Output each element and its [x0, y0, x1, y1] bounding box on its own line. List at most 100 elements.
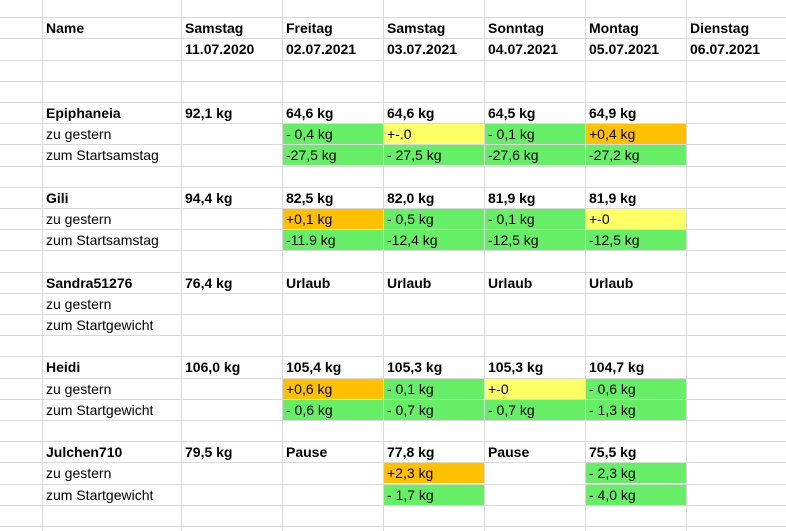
weight-cell[interactable]: 105,3 kg [387, 359, 443, 375]
row-label-cell[interactable]: zum Startsamstag [46, 147, 159, 163]
header-date-cell[interactable]: 11.07.2020 [185, 41, 255, 57]
header-date-cell[interactable]: 02.07.2021 [286, 41, 357, 57]
row-label-cell[interactable]: zu gestern [46, 211, 112, 227]
weight-cell[interactable]: 76,4 kg [185, 275, 233, 291]
grid-row-line [0, 356, 786, 357]
header-day-cell[interactable]: Dienstag [690, 20, 750, 36]
weight-cell[interactable]: 106,0 kg [185, 359, 241, 375]
person-name-cell[interactable]: Sandra51276 [46, 275, 133, 291]
grid-row-line [0, 166, 786, 167]
person-name-cell[interactable]: Heidi [46, 359, 81, 375]
grid-column-line [383, 0, 384, 531]
diff-cell[interactable]: -12,5 kg [485, 230, 585, 250]
weight-cell[interactable]: Pause [286, 444, 328, 460]
diff-cell[interactable]: -11.9 kg [283, 230, 383, 250]
diff-cell[interactable]: +0,1 kg [283, 209, 383, 229]
header-day-cell[interactable]: Samstag [387, 20, 446, 36]
grid-column-line [181, 0, 182, 531]
weight-cell[interactable]: 64,6 kg [286, 105, 334, 121]
diff-cell[interactable]: -12,4 kg [384, 230, 484, 250]
diff-cell[interactable]: +0,4 kg [586, 124, 686, 144]
weight-cell[interactable]: 64,5 kg [488, 105, 536, 121]
diff-cell[interactable]: -27,5 kg [283, 145, 383, 165]
grid-row-line [0, 293, 786, 294]
grid-row-line [0, 81, 786, 82]
weight-cell[interactable]: 81,9 kg [488, 190, 536, 206]
grid-column-line [42, 0, 43, 531]
diff-cell[interactable]: - 1,7 kg [384, 485, 484, 505]
weight-cell[interactable]: 81,9 kg [589, 190, 637, 206]
person-name-cell[interactable]: Julchen710 [46, 444, 123, 460]
grid-column-line [585, 0, 586, 531]
weight-cell[interactable]: 92,1 kg [185, 105, 233, 121]
row-label-cell[interactable]: zum Startsamstag [46, 232, 159, 248]
grid-row-line [0, 17, 786, 18]
row-label-cell[interactable]: zu gestern [46, 381, 112, 397]
grid-row-line [0, 462, 786, 463]
weight-cell[interactable]: 105,3 kg [488, 359, 544, 375]
header-day-cell[interactable]: Montag [589, 20, 639, 36]
diff-cell[interactable]: - 0,4 kg [283, 124, 383, 144]
weight-cell[interactable]: Urlaub [488, 275, 533, 291]
diff-cell[interactable]: - 0,5 kg [384, 209, 484, 229]
diff-cell[interactable]: - 0,6 kg [586, 379, 686, 399]
header-date-cell[interactable]: 03.07.2021 [387, 41, 458, 57]
diff-cell[interactable]: +0,6 kg [283, 379, 383, 399]
weight-cell[interactable]: 105,4 kg [286, 359, 342, 375]
weight-cell[interactable]: 82,0 kg [387, 190, 435, 206]
weight-cell[interactable]: 104,7 kg [589, 359, 645, 375]
diff-cell[interactable]: - 0,1 kg [485, 124, 585, 144]
weight-cell[interactable]: 94,4 kg [185, 190, 233, 206]
grid-row-line [0, 250, 786, 251]
header-name-cell[interactable]: Name [46, 20, 85, 36]
row-label-cell[interactable]: zum Startgewicht [46, 317, 154, 333]
diff-cell[interactable]: - 4,0 kg [586, 485, 686, 505]
weight-cell[interactable]: 64,6 kg [387, 105, 435, 121]
grid-row-line [0, 420, 786, 421]
weight-cell[interactable]: 75,5 kg [589, 444, 637, 460]
diff-cell[interactable]: - 0,6 kg [283, 400, 383, 420]
weight-cell[interactable]: Urlaub [387, 275, 432, 291]
grid-row-line [0, 505, 786, 506]
diff-cell[interactable]: - 1,3 kg [586, 400, 686, 420]
diff-cell[interactable]: +-.0 [384, 124, 484, 144]
diff-cell[interactable]: - 0,1 kg [384, 379, 484, 399]
diff-cell[interactable]: +2,3 kg [384, 463, 484, 483]
header-date-cell[interactable]: 05.07.2021 [589, 41, 660, 57]
weight-cell[interactable]: Pause [488, 444, 530, 460]
grid-row-line [0, 314, 786, 315]
diff-cell[interactable]: -12,5 kg [586, 230, 686, 250]
row-label-cell[interactable]: zu gestern [46, 126, 112, 142]
diff-cell[interactable]: - 27,5 kg [384, 145, 484, 165]
weight-cell[interactable]: 77,8 kg [387, 444, 435, 460]
weight-cell[interactable]: 82,5 kg [286, 190, 334, 206]
weight-cell[interactable]: 79,5 kg [185, 444, 233, 460]
diff-cell[interactable]: +-0 [485, 379, 585, 399]
diff-cell[interactable]: - 0,7 kg [384, 400, 484, 420]
grid-row-line [0, 229, 786, 230]
grid-row-line [0, 187, 786, 188]
person-name-cell[interactable]: Gili [46, 190, 69, 206]
header-day-cell[interactable]: Sonntag [488, 20, 544, 36]
row-label-cell[interactable]: zum Startgewicht [46, 487, 154, 503]
weight-cell[interactable]: Urlaub [589, 275, 634, 291]
header-date-cell[interactable]: 06.07.2021 [690, 41, 761, 57]
diff-cell[interactable]: - 0,7 kg [485, 400, 585, 420]
header-day-cell[interactable]: Freitag [286, 20, 333, 36]
weight-cell[interactable]: 64,9 kg [589, 105, 637, 121]
row-label-cell[interactable]: zu gestern [46, 296, 112, 312]
diff-cell[interactable]: +-0 [586, 209, 686, 229]
grid-row-line [0, 399, 786, 400]
weight-cell[interactable]: Urlaub [286, 275, 331, 291]
diff-cell[interactable]: -27,6 kg [485, 145, 585, 165]
grid-row-line [0, 144, 786, 145]
diff-cell[interactable]: -27,2 kg [586, 145, 686, 165]
person-name-cell[interactable]: Epiphaneia [46, 105, 121, 121]
diff-cell[interactable]: - 2,3 kg [586, 463, 686, 483]
header-date-cell[interactable]: 04.07.2021 [488, 41, 559, 57]
row-label-cell[interactable]: zum Startgewicht [46, 402, 154, 418]
header-day-cell[interactable]: Samstag [185, 20, 244, 36]
row-label-cell[interactable]: zu gestern [46, 465, 112, 481]
grid-row-line [0, 526, 786, 527]
diff-cell[interactable]: - 0,1 kg [485, 209, 585, 229]
